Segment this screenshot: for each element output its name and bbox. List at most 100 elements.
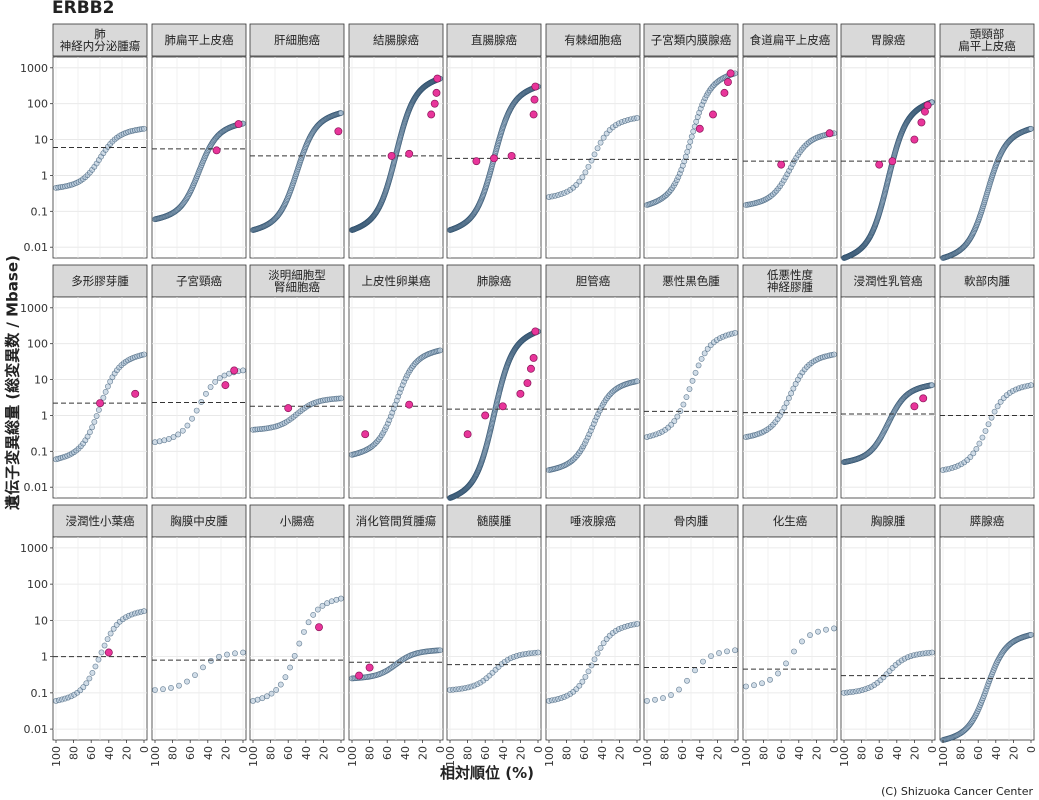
data-point <box>700 658 706 665</box>
mutated-point <box>523 379 532 387</box>
x-tick-label: 60 <box>676 746 689 760</box>
data-point <box>692 667 698 674</box>
data-point <box>92 663 99 670</box>
panel-strip <box>643 264 739 298</box>
data-point <box>600 134 607 141</box>
data-point <box>296 640 303 647</box>
data-point <box>305 619 312 626</box>
panel-strip <box>939 504 1035 538</box>
x-tick-label: 80 <box>561 746 574 760</box>
data-point <box>668 421 675 428</box>
data-point <box>585 668 592 675</box>
data-point <box>701 350 708 357</box>
data-point <box>437 647 443 654</box>
data-point <box>91 418 98 425</box>
y-tick-label: 0.01 <box>24 241 49 254</box>
panel: 食道扁平上皮癌 <box>742 23 838 259</box>
y-tick-label: 0.1 <box>31 687 49 700</box>
data-point <box>193 407 200 414</box>
mutated-point <box>917 118 926 127</box>
data-point <box>594 650 601 657</box>
data-point <box>831 625 837 632</box>
mutated-point <box>432 88 441 97</box>
mutated-point <box>709 110 717 119</box>
panel-strip <box>151 504 247 538</box>
data-point <box>690 128 697 135</box>
data-point <box>141 351 147 358</box>
panel: 肝細胞癌 <box>249 23 345 259</box>
y-tick-label: 1 <box>41 409 48 422</box>
panel: 肺扁平上皮癌 <box>151 23 247 259</box>
data-point <box>970 450 977 457</box>
panel-strip-label: 胆管癌 <box>576 274 611 288</box>
y-axis-label: 遺伝子変異総量 (総変異数 / Mbase) <box>3 255 22 510</box>
data-point <box>704 345 711 352</box>
panel: 上皮性卵巣癌 <box>348 264 444 499</box>
data-points <box>546 115 640 200</box>
data-point <box>156 438 163 445</box>
panel-strip-label: 淡明細胞型 <box>268 268 326 282</box>
panel: 胸腺腫 <box>840 504 936 741</box>
mutated-point <box>221 381 230 390</box>
x-tick-label: 0 <box>828 746 841 753</box>
x-tick-label: 0 <box>138 746 151 753</box>
panel-strip-label: 胸腺腫 <box>871 514 906 528</box>
panel-strip-label: 唾液腺癌 <box>570 514 616 528</box>
data-point <box>644 697 650 704</box>
data-point <box>688 133 695 140</box>
panel-strip <box>643 504 739 538</box>
mutated-point <box>724 78 732 87</box>
panel: 浸潤性乳管癌 <box>840 264 936 499</box>
data-point <box>687 138 694 145</box>
data-point <box>86 675 93 682</box>
data-point <box>588 662 595 669</box>
data-point <box>788 390 795 397</box>
panel-strip <box>446 504 542 538</box>
y-tick-label: 0.01 <box>24 481 49 494</box>
data-point <box>674 413 681 420</box>
y-tick-label: 100 <box>27 338 48 351</box>
y-tick-label: 0.1 <box>31 205 49 218</box>
panel: 浸潤性小葉癌 <box>52 504 148 741</box>
data-point <box>198 399 205 405</box>
x-tick-label: 60 <box>282 746 295 760</box>
data-point <box>291 653 298 659</box>
x-tick-label: 100 <box>247 746 260 767</box>
data-point <box>597 139 604 146</box>
data-point <box>676 686 682 693</box>
data-point <box>287 664 293 671</box>
data-points <box>546 378 640 473</box>
data-points <box>349 347 443 458</box>
mutated-point <box>334 127 343 136</box>
data-points <box>644 329 738 440</box>
x-tick-label: 40 <box>103 746 116 760</box>
data-point <box>89 669 96 676</box>
panel: 結腸腺癌 <box>348 23 444 259</box>
mutated-point <box>212 146 221 155</box>
x-tick-label: 100 <box>641 746 654 767</box>
data-point <box>689 377 696 384</box>
panel: 子宮頸癌 <box>151 264 247 499</box>
data-point <box>591 151 598 158</box>
data-points <box>546 620 640 704</box>
mutated-point <box>825 129 834 138</box>
panel-strip-label: 頭頸部 <box>970 27 1005 41</box>
x-tick-label: 80 <box>265 746 278 760</box>
data-point <box>216 653 222 660</box>
y-tick-label: 1000 <box>20 302 48 315</box>
mutated-point <box>463 430 472 439</box>
data-points <box>250 595 344 704</box>
data-point <box>200 664 206 671</box>
x-tick-label: 40 <box>596 746 609 760</box>
data-point <box>184 678 190 685</box>
panel-strip-label: 肺 <box>94 27 106 41</box>
panel-strip <box>52 23 148 57</box>
mutated-point <box>387 151 396 160</box>
panel-strip <box>446 264 542 298</box>
panel: 化生癌 <box>742 504 838 741</box>
data-point <box>732 329 738 336</box>
data-point <box>783 660 789 667</box>
data-point <box>1028 631 1034 638</box>
